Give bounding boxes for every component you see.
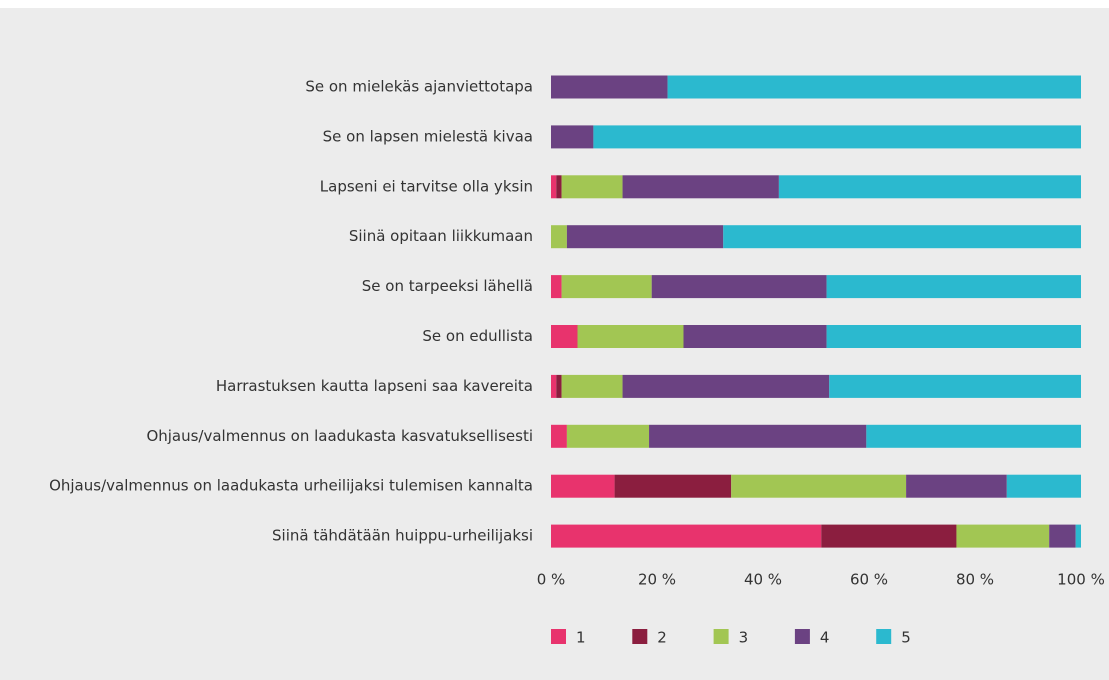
bar-segment: [551, 275, 562, 299]
bar-segment: [778, 175, 1081, 199]
category-label: Siinä tähdätään huippu-urheilijaksi: [272, 527, 533, 545]
bar-segment: [826, 325, 1081, 348]
bar-segment: [561, 275, 652, 299]
x-tick-label: 20 %: [638, 571, 676, 589]
legend-swatch: [794, 629, 810, 644]
category-label: Harrastuksen kautta lapseni saa kavereit…: [216, 377, 533, 395]
category-label: Se on lapsen mielestä kivaa: [323, 127, 533, 145]
legend-label: 1: [576, 629, 586, 647]
category-label: Se on tarpeeksi lähellä: [362, 277, 533, 295]
bar-segment: [906, 474, 1007, 498]
bar-segment: [649, 424, 867, 448]
legend-swatch: [551, 629, 566, 644]
bar-segment: [667, 75, 1081, 99]
category-label: Ohjaus/valmennus on laadukasta urheilija…: [49, 477, 533, 495]
bar-segment: [614, 474, 732, 498]
bar-segment: [556, 374, 562, 398]
bar-segment: [551, 474, 615, 498]
bar-segment: [551, 325, 578, 348]
bar-segment: [866, 424, 1081, 448]
bar-segment: [1049, 524, 1076, 548]
bar-segment: [551, 524, 822, 548]
legend-swatch: [876, 629, 892, 644]
bar-segment: [551, 75, 668, 99]
bar-segment: [551, 175, 557, 199]
bar-segment: [551, 225, 567, 249]
bar-segment: [566, 424, 650, 448]
legend-label: 5: [901, 629, 911, 647]
legend-swatch: [713, 629, 729, 644]
bar-segment: [622, 175, 779, 199]
bar-segment: [1006, 474, 1081, 498]
bar-segment: [561, 374, 623, 398]
bar-segment: [566, 225, 724, 249]
bar-segment: [651, 275, 827, 299]
bar-segment: [683, 325, 827, 348]
bar-segment: [556, 175, 562, 199]
bar-segment: [956, 524, 1050, 548]
bar-segment: [731, 474, 907, 498]
bar-segment: [821, 524, 957, 548]
bar-segment: [551, 125, 594, 149]
bar-segment: [577, 325, 684, 348]
bar-segment: [826, 275, 1081, 299]
x-tick-label: 80 %: [956, 571, 994, 589]
x-tick-label: 60 %: [850, 571, 888, 589]
bar-segment: [551, 424, 567, 448]
x-tick-label: 100 %: [1057, 571, 1105, 589]
bar-segment: [622, 374, 830, 398]
top-strip: [0, 0, 1109, 8]
legend-swatch: [632, 629, 648, 644]
bar-segment: [551, 374, 557, 398]
legend-label: 3: [739, 629, 749, 647]
category-label: Se on mielekäs ajanviettotapa: [305, 78, 533, 96]
bar-segment: [829, 374, 1081, 398]
bar-segment: [1075, 524, 1081, 548]
category-label: Siinä opitaan liikkumaan: [349, 227, 533, 245]
bar-segment: [561, 175, 623, 199]
x-tick-label: 40 %: [744, 571, 782, 589]
category-label: Ohjaus/valmennus on laadukasta kasvatuks…: [146, 427, 533, 445]
bar-segment: [593, 125, 1081, 149]
legend-label: 2: [657, 629, 667, 647]
x-tick-label: 0 %: [537, 571, 566, 589]
category-label: Lapseni ei tarvitse olla yksin: [320, 177, 533, 195]
legend-label: 4: [820, 629, 830, 647]
bar-segment: [723, 225, 1081, 249]
category-label: Se on edullista: [422, 327, 533, 345]
